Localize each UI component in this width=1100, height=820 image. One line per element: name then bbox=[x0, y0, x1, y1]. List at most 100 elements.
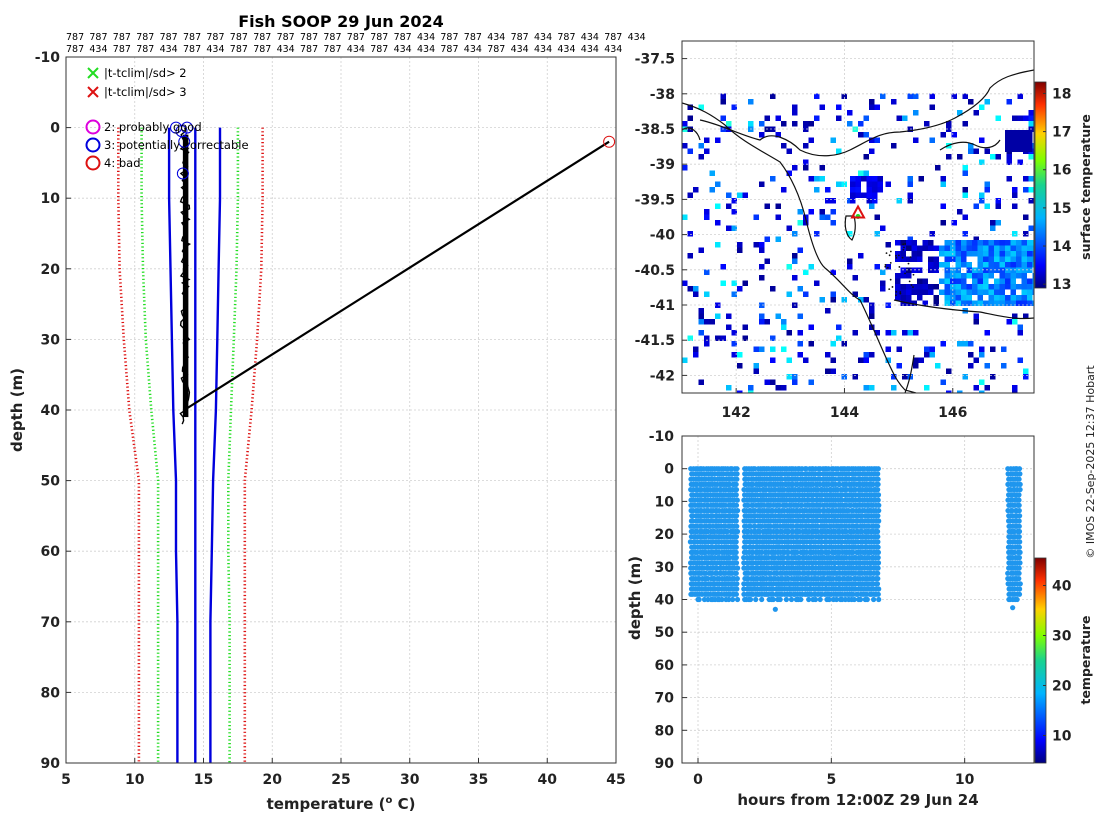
island-dot bbox=[895, 256, 898, 259]
sst-pixel bbox=[726, 225, 732, 231]
sst-pixel bbox=[962, 374, 968, 380]
sst-pixel bbox=[972, 273, 978, 279]
sst-pixel bbox=[994, 289, 1000, 295]
sst-pixel bbox=[946, 368, 952, 374]
sst-pixel bbox=[1021, 245, 1027, 251]
map-y-tick-label: -39.5 bbox=[635, 192, 675, 208]
sst-pixel bbox=[825, 308, 831, 314]
sst-pixel bbox=[737, 352, 743, 358]
sst-pixel bbox=[924, 346, 930, 352]
sst-pixel bbox=[972, 267, 978, 273]
sst-pixel bbox=[704, 269, 710, 275]
sst-pixel bbox=[918, 357, 924, 363]
sst-pixel bbox=[984, 330, 990, 336]
sst-pixel bbox=[1021, 141, 1027, 147]
sst-pixel bbox=[803, 126, 809, 132]
sst-pixel bbox=[808, 324, 814, 330]
sst-colorbar-tick-label: 16 bbox=[1052, 163, 1071, 179]
sst-pixel bbox=[1028, 187, 1034, 193]
sst-pixel bbox=[900, 256, 906, 262]
sst-pixel bbox=[1028, 115, 1034, 121]
depth-time-point bbox=[770, 586, 776, 592]
sst-pixel bbox=[687, 335, 693, 341]
sst-pixel bbox=[847, 231, 853, 237]
island-dot bbox=[886, 266, 889, 269]
sst-pixel bbox=[966, 240, 972, 246]
sst-pixel bbox=[968, 148, 974, 154]
sst-pixel bbox=[906, 289, 912, 295]
sst-pixel bbox=[786, 291, 792, 297]
sst-pixel bbox=[979, 352, 985, 358]
sst-pixel bbox=[961, 262, 967, 268]
depth-time-ticks: 0 5 10 -10 0 10 20 30 40 50 60 70 80 90 bbox=[649, 429, 975, 788]
sst-pixel bbox=[814, 231, 820, 237]
sst-pixel bbox=[1032, 240, 1034, 246]
sst-pixel bbox=[753, 214, 759, 220]
sst-pixel bbox=[973, 385, 979, 391]
sst-pixel bbox=[1010, 267, 1016, 273]
sst-pixel bbox=[994, 256, 1000, 262]
sst-pixel bbox=[1021, 278, 1027, 284]
sst-pixel bbox=[830, 357, 836, 363]
profile-id-label: 787 bbox=[230, 32, 248, 43]
sst-pixel bbox=[983, 278, 989, 284]
sst-pixel bbox=[940, 181, 946, 187]
depth-time-point bbox=[733, 549, 739, 556]
sst-pixel bbox=[940, 379, 946, 385]
sst-pixel bbox=[781, 121, 787, 127]
sst-pixel bbox=[984, 148, 990, 154]
profile-id-label: 787 bbox=[604, 32, 622, 43]
sst-pixel bbox=[1016, 273, 1022, 279]
sst-pixel bbox=[748, 385, 754, 391]
sst-pixel bbox=[715, 220, 721, 226]
depth-time-point bbox=[832, 476, 838, 482]
sst-pixel bbox=[1023, 115, 1029, 121]
sst-pixel bbox=[869, 137, 875, 143]
sst-pixel bbox=[950, 289, 956, 295]
depth-time-point bbox=[1017, 539, 1023, 545]
sst-pixel bbox=[1028, 198, 1034, 204]
sst-pixel bbox=[911, 284, 917, 290]
depth-time-point bbox=[1016, 466, 1023, 472]
temperature-colorbar-label: temperature bbox=[1078, 615, 1093, 704]
sst-colorbar bbox=[1034, 81, 1047, 289]
sst-pixel bbox=[792, 165, 798, 171]
depth-time-point bbox=[875, 539, 881, 545]
sst-pixel bbox=[928, 289, 934, 295]
sst-pixel bbox=[911, 289, 917, 295]
sst-pixel bbox=[850, 198, 856, 204]
depth-time-point bbox=[874, 581, 881, 587]
sst-pixel bbox=[720, 93, 726, 99]
depth-time-point bbox=[734, 586, 740, 592]
sst-pixel bbox=[874, 330, 880, 336]
flag-marker bbox=[178, 135, 191, 148]
sst-pixel bbox=[726, 313, 732, 319]
sst-pixel bbox=[966, 273, 972, 279]
sst-pixel bbox=[830, 341, 836, 347]
sst-pixel bbox=[961, 240, 967, 246]
depth-time-points bbox=[687, 466, 1023, 612]
sst-pixel bbox=[885, 346, 891, 352]
sst-pixel bbox=[1005, 256, 1011, 262]
sst-pixel bbox=[961, 245, 967, 251]
sst-pixel bbox=[1005, 300, 1011, 306]
sst-pixel bbox=[1010, 130, 1016, 136]
sst-pixel bbox=[1010, 278, 1016, 284]
sst-pixel bbox=[1005, 262, 1011, 268]
sst-pixel bbox=[770, 126, 776, 132]
depth-time-point bbox=[747, 596, 754, 603]
sst-pixel bbox=[720, 115, 726, 121]
sst-pixel bbox=[1021, 284, 1027, 290]
depth-time-x-tick-label: 0 bbox=[693, 772, 703, 788]
legend-circle-marker bbox=[85, 155, 101, 171]
sst-pixel bbox=[781, 324, 787, 330]
sst-pixel bbox=[979, 346, 985, 352]
sst-pixel bbox=[972, 300, 978, 306]
sst-pixel bbox=[928, 284, 934, 290]
sst-pixel bbox=[999, 245, 1005, 251]
depth-time-point bbox=[857, 596, 864, 603]
depth-time-point bbox=[759, 596, 765, 603]
sst-pixel bbox=[1028, 154, 1034, 160]
depth-time-point bbox=[719, 596, 725, 603]
sst-pixel bbox=[994, 267, 1000, 273]
